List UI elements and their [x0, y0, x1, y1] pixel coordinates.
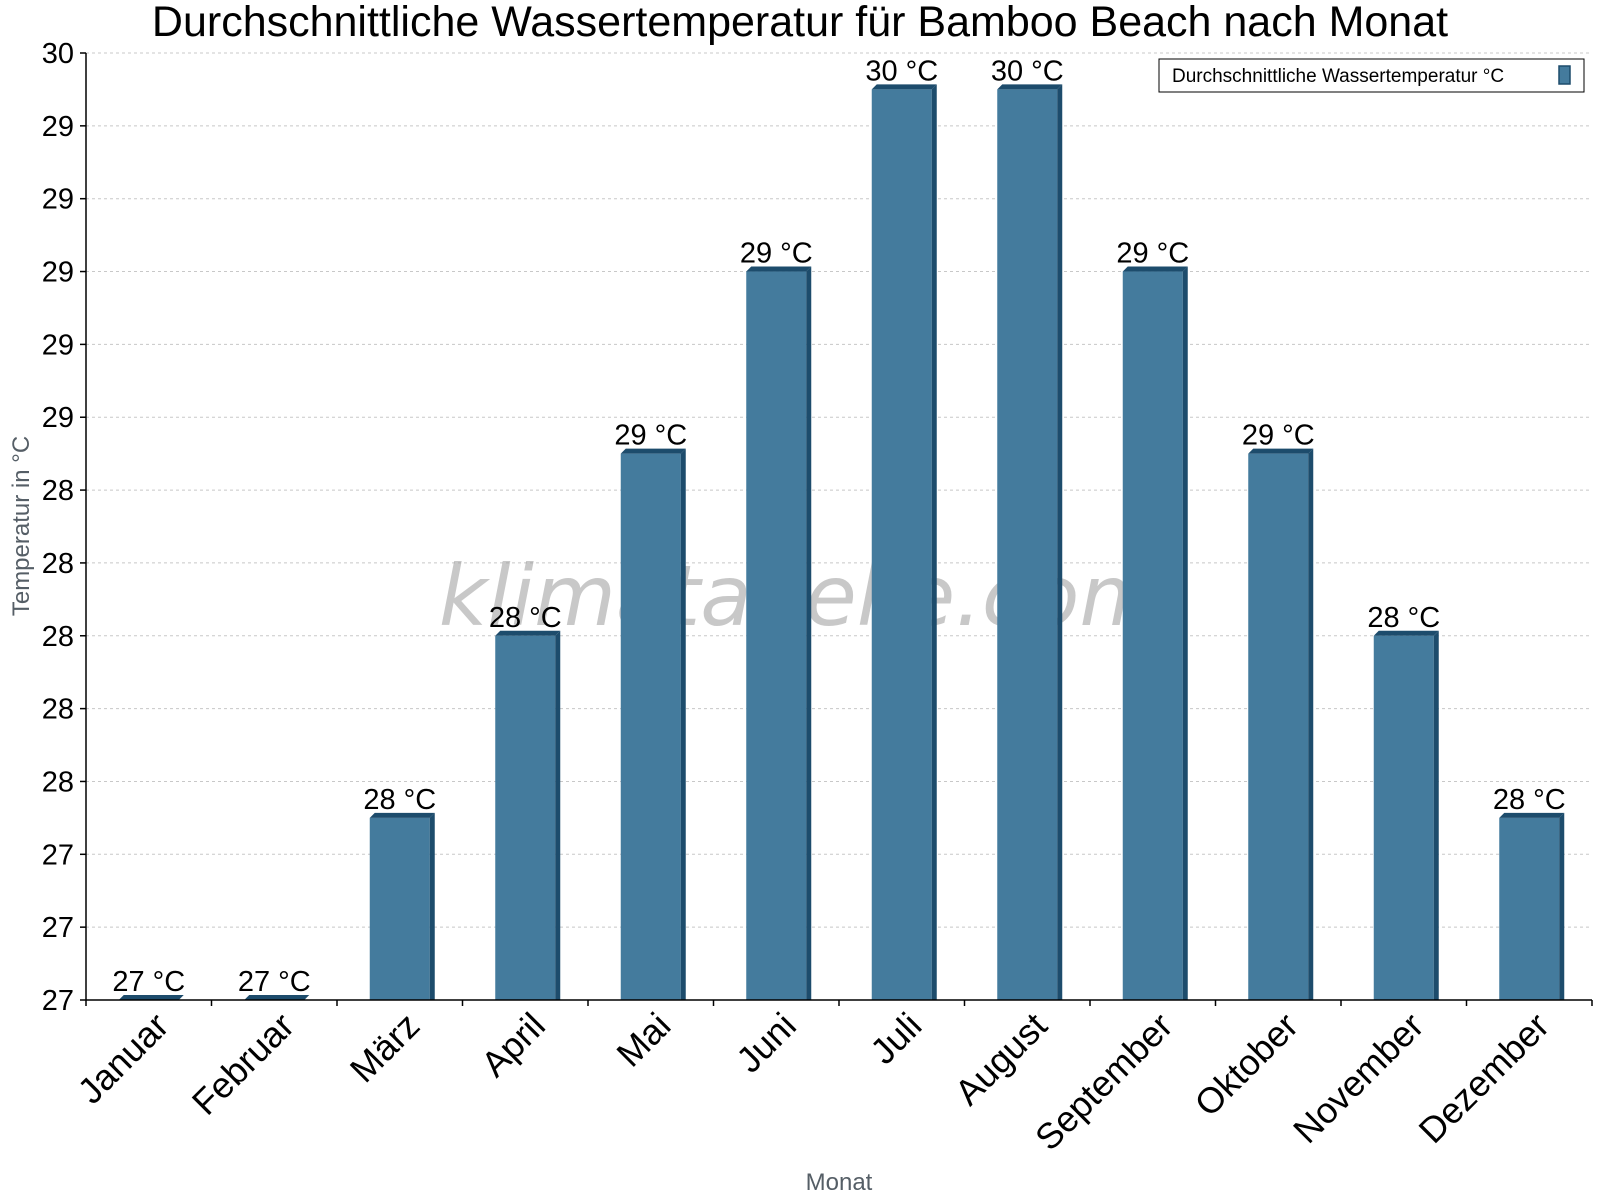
y-axis-ticks: 27 27 27 28 28 28 28 28 29 29 29 29 29 30: [42, 38, 86, 1017]
bar-side: [555, 630, 561, 1000]
bar: [620, 448, 686, 1001]
bar-side: [1433, 630, 1439, 1000]
y-tick-label: 27: [42, 839, 74, 871]
bar-front: [369, 817, 430, 1000]
x-axis-label: Monat: [806, 1169, 873, 1196]
x-tick-label: Februar: [184, 1005, 302, 1123]
x-tick-label: Juli: [862, 1005, 929, 1072]
bar: [244, 995, 310, 1000]
bar: [1248, 448, 1314, 1001]
bar-top: [369, 812, 435, 818]
bar-value-label: 29 °C: [1116, 238, 1189, 270]
legend-swatch: [1558, 65, 1571, 85]
bar-front: [997, 89, 1058, 1000]
y-tick-label: 28: [42, 548, 74, 580]
y-tick-label: 30: [42, 38, 74, 70]
x-tick-label: Januar: [70, 1005, 177, 1112]
bar-value-label: 27 °C: [112, 966, 185, 998]
y-tick-label: 28: [42, 475, 74, 507]
y-tick-label: 27: [42, 985, 74, 1017]
bar-front: [1122, 271, 1183, 1000]
bar-value-label: 27 °C: [238, 966, 311, 998]
bar-side: [1182, 266, 1188, 1000]
bar-value-label: 28 °C: [363, 784, 436, 816]
bar-top: [1248, 448, 1314, 454]
bar-top: [997, 84, 1063, 90]
bar: [997, 84, 1063, 1000]
y-tick-label: 29: [42, 329, 74, 361]
y-tick-label: 27: [42, 912, 74, 944]
grid-lines: [86, 52, 1592, 928]
bar-value-label: 28 °C: [1493, 784, 1566, 816]
y-tick-label: 28: [42, 694, 74, 726]
bar-front: [620, 453, 681, 1001]
bar-side: [1057, 84, 1063, 1000]
bar-value-label: 28 °C: [489, 602, 562, 634]
bar-value-label: 30 °C: [865, 55, 938, 87]
bar-front: [1248, 453, 1309, 1001]
bar-value-label: 28 °C: [1367, 602, 1440, 634]
chart-title: Durchschnittliche Wassertemperatur für B…: [152, 0, 1448, 46]
legend: Durchschnittliche Wassertemperatur °C: [1158, 58, 1585, 93]
x-tick-label: Mai: [608, 1005, 678, 1075]
bar-front: [1499, 817, 1560, 1000]
legend-label: Durchschnittliche Wassertemperatur °C: [1172, 66, 1504, 87]
y-tick-label: 29: [42, 257, 74, 289]
bar-top: [746, 266, 812, 272]
bar-top: [118, 995, 184, 1000]
x-tick-label: Oktober: [1186, 1005, 1306, 1125]
y-tick-label: 29: [42, 184, 74, 216]
bar-front: [746, 271, 807, 1000]
x-tick-label: Juni: [728, 1005, 804, 1081]
bar-side: [1559, 812, 1565, 1000]
value-labels: 27 °C 27 °C 28 °C 28 °C 29 °C 29 °C 30 °C 30 °C…: [112, 55, 1565, 998]
bar-side: [680, 448, 686, 1001]
x-tick-label: November: [1285, 1005, 1431, 1151]
bar-front: [495, 635, 556, 1000]
bar-front: [871, 89, 932, 1000]
bar: [495, 630, 561, 1000]
x-tick-label: September: [1027, 1005, 1181, 1159]
bar-top: [871, 84, 937, 90]
y-axis-label: Temperatur in °C: [8, 436, 35, 616]
bar-side: [806, 266, 812, 1000]
bar: [1122, 266, 1188, 1000]
y-tick-label: 29: [42, 111, 74, 143]
bar-top: [495, 630, 561, 636]
bar: [871, 84, 937, 1000]
x-tick-label: März: [342, 1005, 428, 1091]
bar-top: [244, 995, 310, 1000]
bar-side: [931, 84, 937, 1000]
bar: [746, 266, 812, 1000]
bar-top: [1499, 812, 1565, 818]
bar-value-label: 29 °C: [1242, 420, 1315, 452]
y-tick-label: 28: [42, 766, 74, 798]
bar: [369, 812, 435, 1000]
x-tick-label: Dezember: [1410, 1005, 1556, 1151]
y-tick-label: 29: [42, 402, 74, 434]
bar-side: [429, 812, 435, 1000]
bar-value-label: 29 °C: [614, 420, 687, 452]
bar: [1499, 812, 1565, 1000]
x-tick-label: April: [473, 1005, 553, 1085]
bar: [1373, 630, 1439, 1000]
bar-value-label: 29 °C: [740, 238, 813, 270]
x-axis-ticks: Januar Februar März April Mai Juni Juli AugustS…: [70, 1000, 1593, 1159]
bar-top: [620, 448, 686, 454]
bar: [118, 995, 184, 1000]
bar-side: [1308, 448, 1314, 1001]
bars: [118, 84, 1565, 1001]
bar-front: [1373, 635, 1434, 1000]
bar-top: [1122, 266, 1188, 272]
bar-value-label: 30 °C: [991, 55, 1064, 87]
legend-box: [1158, 58, 1585, 93]
x-tick-label: August: [947, 1005, 1055, 1113]
bar-top: [1373, 630, 1439, 636]
y-tick-label: 28: [42, 621, 74, 653]
